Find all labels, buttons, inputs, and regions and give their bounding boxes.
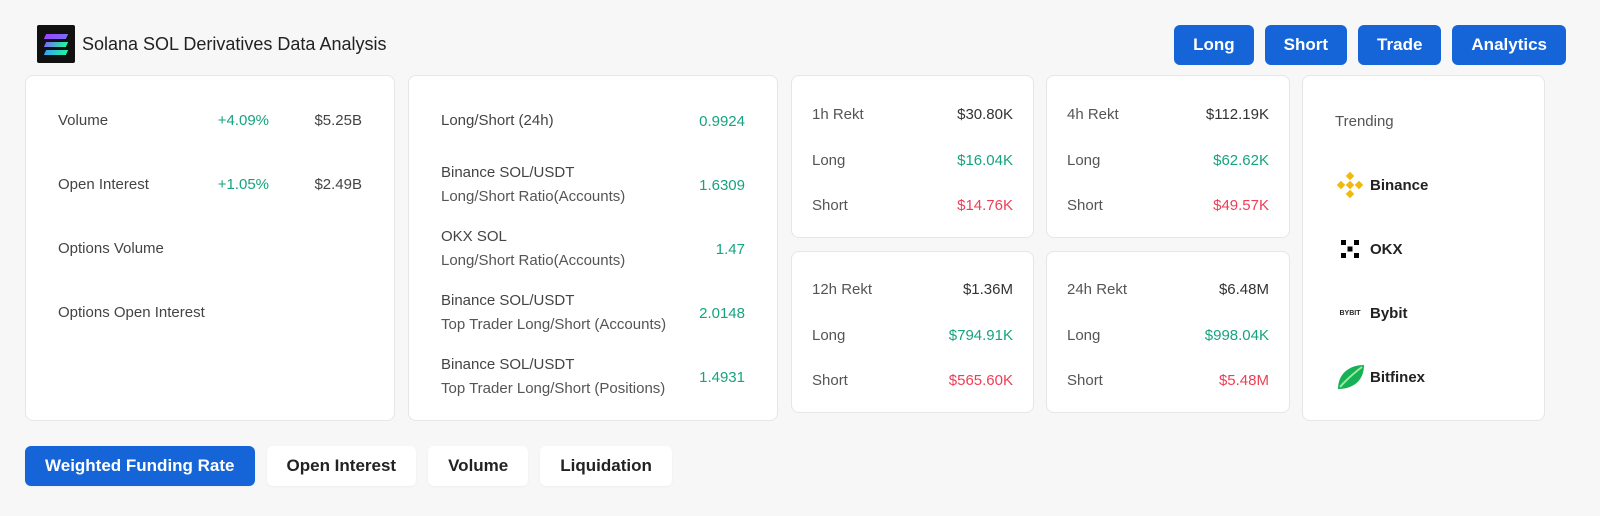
rekt-short-label: Short xyxy=(1067,197,1103,214)
overview-card: Volume +4.09% $5.25B Open Interest +1.05… xyxy=(25,75,395,421)
rekt-total-row: 1h Rekt $30.80K xyxy=(812,106,1013,123)
rekt-total-row: 24h Rekt $6.48M xyxy=(1067,281,1269,298)
tab-weighted-funding-rate[interactable]: Weighted Funding Rate xyxy=(25,446,255,486)
volume-change: +4.09% xyxy=(217,112,269,129)
rekt-1h-card: 1h Rekt $30.80K Long $16.04K Short $14.76K xyxy=(791,75,1034,238)
long-short-sublabel: Long/Short Ratio(Accounts) xyxy=(441,252,626,269)
okx-icon xyxy=(1335,234,1365,264)
long-short-row: Binance SOL/USDT Top Trader Long/Short (… xyxy=(441,289,745,337)
rekt-title: 12h Rekt xyxy=(812,281,873,298)
bybit-icon: BYBIT xyxy=(1335,298,1365,328)
long-short-value: 1.6309 xyxy=(699,176,745,194)
rekt-long-value: $998.04K xyxy=(1204,327,1269,344)
rekt-long-row: Long $998.04K xyxy=(1067,327,1269,344)
rekt-short-value: $5.48M xyxy=(1218,372,1269,389)
exchange-name: Binance xyxy=(1370,176,1429,194)
bybit-icon-text: BYBIT xyxy=(1339,309,1361,317)
long-short-row: Binance SOL/USDT Long/Short Ratio(Accoun… xyxy=(441,161,745,209)
rekt-short-label: Short xyxy=(1067,372,1103,389)
long-short-sublabel: Long/Short Ratio(Accounts) xyxy=(441,188,626,205)
volume-value: $5.25B xyxy=(314,112,362,129)
long-short-label: OKX SOL xyxy=(441,228,507,245)
long-short-label: Binance SOL/USDT xyxy=(441,292,575,309)
rekt-short-label: Short xyxy=(812,197,848,214)
volume-label: Volume xyxy=(58,112,109,129)
tab-liquidation[interactable]: Liquidation xyxy=(540,446,672,486)
rekt-title: 4h Rekt xyxy=(1067,106,1119,123)
rekt-long-label: Long xyxy=(812,327,846,344)
long-short-card: Long/Short (24h) 0.9924 Binance SOL/USDT… xyxy=(408,75,778,421)
bitfinex-icon xyxy=(1335,362,1365,392)
long-button[interactable]: Long xyxy=(1174,25,1254,65)
trending-exchange-bitfinex[interactable]: Bitfinex xyxy=(1335,362,1425,392)
long-short-row: OKX SOL Long/Short Ratio(Accounts) 1.47 xyxy=(441,225,745,273)
rekt-long-value: $62.62K xyxy=(1213,152,1269,169)
rekt-total: $112.19K xyxy=(1205,106,1269,123)
trending-card: Trending Binance xyxy=(1302,75,1545,421)
rekt-long-value: $794.91K xyxy=(948,327,1013,344)
rekt-long-value: $16.04K xyxy=(957,152,1013,169)
long-short-row: Long/Short (24h) 0.9924 xyxy=(441,109,745,133)
rekt-short-value: $14.76K xyxy=(957,197,1013,214)
long-short-row: Binance SOL/USDT Top Trader Long/Short (… xyxy=(441,353,745,401)
rekt-total: $30.80K xyxy=(957,106,1013,123)
long-short-label: Long/Short (24h) xyxy=(441,112,554,129)
long-short-sublabel: Top Trader Long/Short (Accounts) xyxy=(441,316,667,333)
rekt-long-row: Long $794.91K xyxy=(812,327,1013,344)
rekt-long-row: Long $62.62K xyxy=(1067,152,1269,169)
analytics-button[interactable]: Analytics xyxy=(1452,25,1566,65)
trending-exchange-okx[interactable]: OKX xyxy=(1335,234,1403,264)
header: Solana SOL Derivatives Data Analysis xyxy=(37,25,386,63)
top-button-group: Long Short Trade Analytics xyxy=(1174,25,1566,65)
long-short-label: Binance SOL/USDT xyxy=(441,356,575,373)
long-short-value: 0.9924 xyxy=(699,112,745,130)
rekt-short-row: Short $49.57K xyxy=(1067,197,1269,214)
trade-button[interactable]: Trade xyxy=(1358,25,1442,65)
rekt-short-row: Short $14.76K xyxy=(812,197,1013,214)
rekt-4h-card: 4h Rekt $112.19K Long $62.62K Short $49.57K xyxy=(1046,75,1290,238)
open-interest-value: $2.49B xyxy=(314,176,362,193)
rekt-total-row: 4h Rekt $112.19K xyxy=(1067,106,1269,123)
long-short-label: Binance SOL/USDT xyxy=(441,164,575,181)
open-interest-change: +1.05% xyxy=(217,176,269,193)
rekt-long-label: Long xyxy=(1067,152,1101,169)
rekt-total: $1.36M xyxy=(962,281,1013,298)
solana-logo-icon xyxy=(37,25,75,63)
exchange-name: Bybit xyxy=(1370,304,1408,322)
options-volume-label: Options Volume xyxy=(58,240,164,257)
rekt-total: $6.48M xyxy=(1218,281,1269,298)
rekt-long-row: Long $16.04K xyxy=(812,152,1013,169)
rekt-short-row: Short $5.48M xyxy=(1067,372,1269,389)
chart-tabs: Weighted Funding Rate Open Interest Volu… xyxy=(25,446,672,486)
trending-exchange-bybit[interactable]: BYBIT Bybit xyxy=(1335,298,1408,328)
long-short-sublabel: Top Trader Long/Short (Positions) xyxy=(441,380,666,397)
tab-open-interest[interactable]: Open Interest xyxy=(266,446,417,486)
exchange-name: Bitfinex xyxy=(1370,368,1426,386)
rekt-short-value: $49.57K xyxy=(1213,197,1269,214)
rekt-24h-card: 24h Rekt $6.48M Long $998.04K Short $5.48M xyxy=(1046,251,1290,413)
rekt-short-row: Short $565.60K xyxy=(812,372,1013,389)
rekt-short-value: $565.60K xyxy=(948,372,1013,389)
open-interest-label: Open Interest xyxy=(58,176,149,193)
exchange-name: OKX xyxy=(1370,240,1403,258)
rekt-12h-card: 12h Rekt $1.36M Long $794.91K Short $565.60… xyxy=(791,251,1034,413)
rekt-short-label: Short xyxy=(812,372,848,389)
short-button[interactable]: Short xyxy=(1264,25,1348,65)
rekt-title: 24h Rekt xyxy=(1067,281,1128,298)
options-open-interest-label: Options Open Interest xyxy=(58,304,205,321)
tab-volume[interactable]: Volume xyxy=(428,446,529,486)
rekt-long-label: Long xyxy=(1067,327,1101,344)
long-short-value: 1.47 xyxy=(715,240,745,258)
rekt-total-row: 12h Rekt $1.36M xyxy=(812,281,1013,298)
long-short-value: 2.0148 xyxy=(699,304,745,322)
trending-exchange-binance[interactable]: Binance xyxy=(1335,170,1428,200)
trending-title: Trending xyxy=(1335,113,1394,130)
long-short-value: 1.4931 xyxy=(699,368,745,386)
rekt-title: 1h Rekt xyxy=(812,106,864,123)
rekt-long-label: Long xyxy=(812,152,846,169)
page-title: Solana SOL Derivatives Data Analysis xyxy=(82,33,387,54)
binance-icon xyxy=(1335,170,1365,200)
